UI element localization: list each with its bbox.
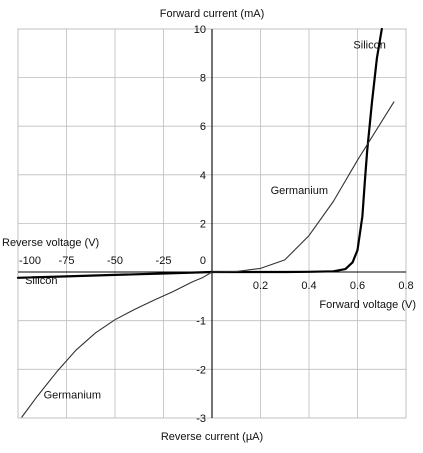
y-tick-label: -3 <box>196 413 206 425</box>
x-tick-label: -25 <box>156 255 172 267</box>
tick-labels: -100 -75 -50 -25 0.2 0.4 0.6 0.8 2 4 6 8 10 -1 -2 -3 0 <box>19 24 414 425</box>
y-tick-label: -1 <box>196 316 206 328</box>
y-axis-reverse-label: Reverse current (µA) <box>161 431 263 443</box>
x-tick-label: 0.6 <box>350 280 365 292</box>
x-tick-label: -75 <box>59 255 75 267</box>
origin-tick-label: 0 <box>200 255 206 267</box>
annotation-germanium: Germanium <box>271 185 328 197</box>
y-tick-label: 2 <box>200 218 206 230</box>
x-axis-reverse-label: Reverse voltage (V) <box>2 237 99 249</box>
y-tick-label: 6 <box>200 121 206 133</box>
silicon-forward-curve <box>210 27 383 274</box>
annotations: Silicon Germanium Silicon Germanium <box>25 39 386 401</box>
germanium-reverse-curve <box>21 271 213 418</box>
annotation-silicon: Silicon <box>353 39 385 51</box>
annotation-germanium: Germanium <box>44 390 101 402</box>
x-tick-label: -100 <box>19 255 41 267</box>
y-tick-label: 10 <box>194 24 206 36</box>
x-tick-label: 0.4 <box>301 280 316 292</box>
curves <box>16 27 395 418</box>
x-tick-label: -50 <box>107 255 123 267</box>
silicon-reverse-curve <box>16 270 214 279</box>
y-axis-forward-label: Forward current (mA) <box>160 8 265 20</box>
y-tick-label: -2 <box>196 364 206 376</box>
x-axis-forward-label: Forward voltage (V) <box>319 299 416 311</box>
germanium-forward-curve <box>211 101 395 273</box>
annotation-silicon: Silicon <box>25 275 57 287</box>
x-tick-label: 0.8 <box>398 280 413 292</box>
y-tick-label: 8 <box>200 73 206 85</box>
y-tick-label: 4 <box>200 170 206 182</box>
x-tick-label: 0.2 <box>253 280 268 292</box>
